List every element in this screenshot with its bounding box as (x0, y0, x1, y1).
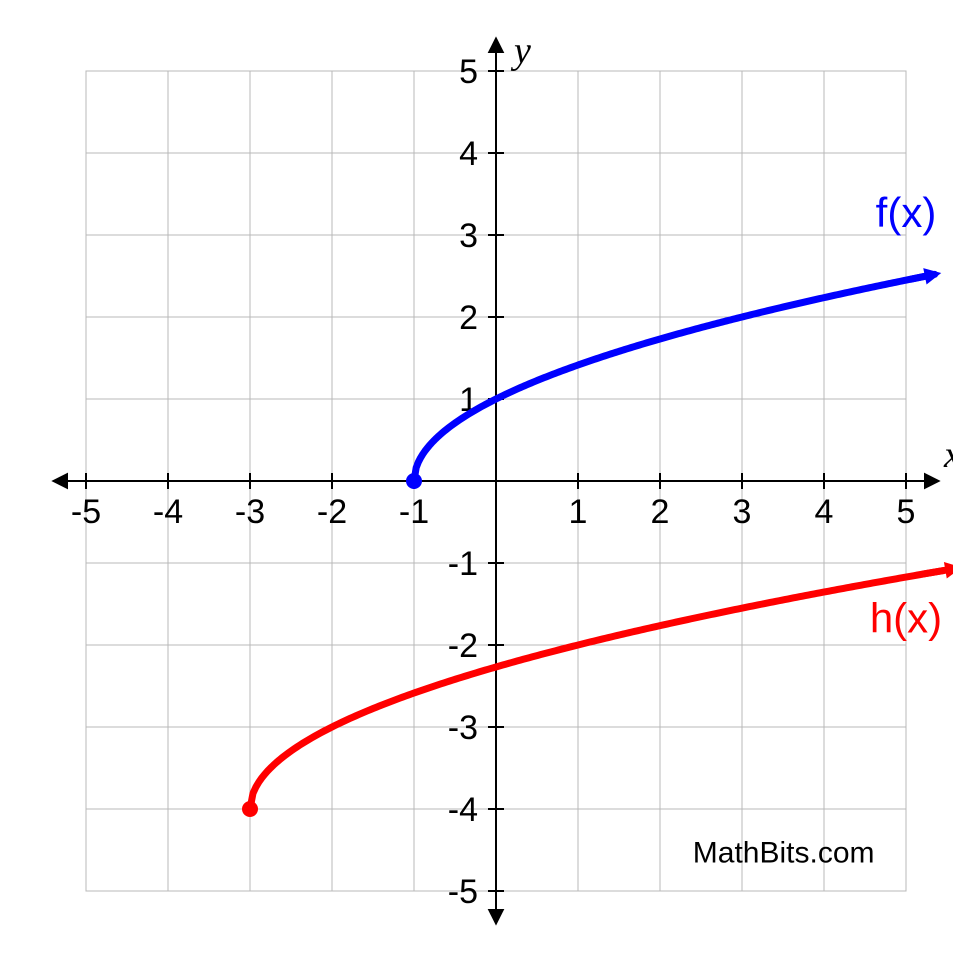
x-tick-label: -4 (153, 493, 183, 531)
coordinate-chart: -5-4-3-2-112345-5-4-3-2-112345xyf(x)h(x)… (20, 20, 953, 942)
y-axis-label: y (510, 30, 531, 72)
x-tick-label: 5 (897, 493, 916, 531)
x-tick-label: -3 (235, 493, 265, 531)
y-tick-label: 4 (459, 135, 478, 173)
x-tick-label: 3 (733, 493, 752, 531)
watermark: MathBits.com (693, 836, 875, 869)
y-tick-label: 3 (459, 217, 478, 255)
y-tick-label: -2 (448, 627, 478, 665)
curve-h-arrow (923, 569, 953, 575)
y-tick-label: -5 (448, 873, 478, 911)
curve-f-start-point (406, 473, 422, 489)
y-tick-label: -4 (448, 791, 478, 829)
y-tick-label: -1 (448, 545, 478, 583)
chart-container: -5-4-3-2-112345-5-4-3-2-112345xyf(x)h(x)… (20, 20, 953, 942)
x-tick-label: 4 (815, 493, 834, 531)
x-tick-label: -2 (317, 493, 347, 531)
x-tick-label: 2 (651, 493, 670, 531)
x-tick-label: 1 (569, 493, 588, 531)
curve-f-arrow (911, 274, 935, 279)
x-axis-label: x (943, 434, 953, 476)
curve-h-start-point (242, 801, 258, 817)
x-tick-label: -1 (399, 493, 429, 531)
curve-f-label: f(x) (876, 189, 937, 236)
y-tick-label: 5 (459, 53, 478, 91)
curve-h-label: h(x) (870, 595, 942, 642)
y-tick-label: -3 (448, 709, 478, 747)
x-tick-label: -5 (71, 493, 101, 531)
y-tick-label: 2 (459, 299, 478, 337)
